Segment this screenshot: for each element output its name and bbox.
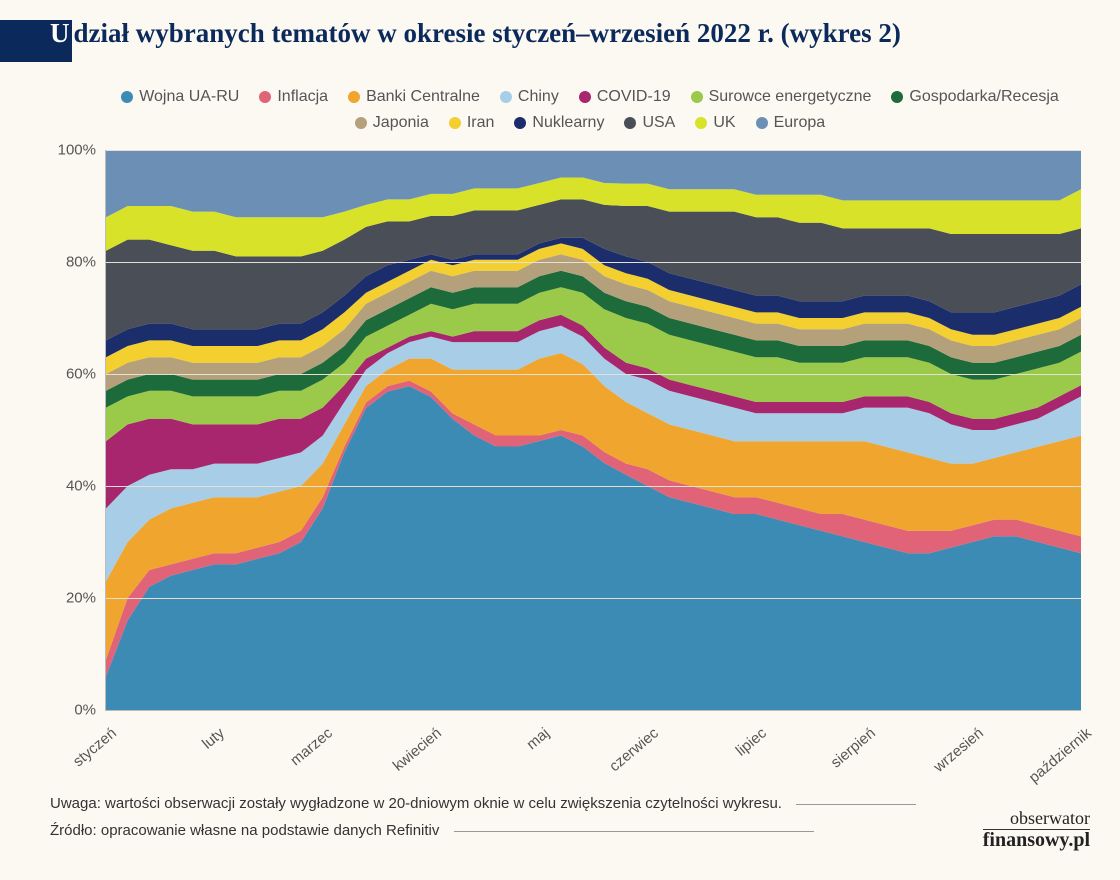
legend-item-nuklear: Nuklearny <box>514 114 604 132</box>
grid-line <box>106 150 1081 151</box>
y-axis-labels: 0%20%40%60%80%100% <box>50 150 102 710</box>
x-tick-label: sierpień <box>827 725 878 772</box>
legend-swatch <box>259 91 271 103</box>
legend-label: UK <box>713 114 735 132</box>
legend-label: Inflacja <box>277 88 328 106</box>
x-tick-label: kwiecień <box>389 725 444 775</box>
x-tick-label: październik <box>1026 725 1095 787</box>
grid-line <box>106 598 1081 599</box>
legend-swatch <box>695 117 707 129</box>
chart-area: 0%20%40%60%80%100% styczeńlutymarzeckwie… <box>50 150 1080 710</box>
legend-swatch <box>348 91 360 103</box>
title-first-letter: U <box>50 18 74 48</box>
legend-swatch <box>624 117 636 129</box>
footnote-2: Źródło: opracowanie własne na podstawie … <box>50 817 916 844</box>
legend-label: Wojna UA-RU <box>139 88 239 106</box>
legend-label: USA <box>642 114 675 132</box>
title-rest: dział wybranych tematów w okresie stycze… <box>74 18 901 48</box>
grid-line <box>106 262 1081 263</box>
x-tick-label: wrzesień <box>930 725 986 776</box>
legend-label: Europa <box>774 114 826 132</box>
legend-item-europa: Europa <box>756 114 826 132</box>
y-tick-label: 60% <box>66 366 96 383</box>
legend-item-usa: USA <box>624 114 675 132</box>
legend-item-japonia: Japonia <box>355 114 429 132</box>
x-tick-label: styczeń <box>70 725 120 771</box>
legend-label: Banki Centralne <box>366 88 480 106</box>
legend-label: Nuklearny <box>532 114 604 132</box>
y-tick-label: 40% <box>66 478 96 495</box>
page-root: Udział wybranych tematów w okresie stycz… <box>0 0 1120 880</box>
footnotes: Uwaga: wartości obserwacji zostały wygła… <box>50 790 916 844</box>
legend-item-covid: COVID-19 <box>579 88 671 106</box>
legend-item-chiny: Chiny <box>500 88 559 106</box>
legend-item-recesja: Gospodarka/Recesja <box>891 88 1058 106</box>
legend-label: Japonia <box>373 114 429 132</box>
footnote-1: Uwaga: wartości obserwacji zostały wygła… <box>50 790 916 817</box>
legend-swatch <box>691 91 703 103</box>
legend-label: COVID-19 <box>597 88 671 106</box>
footnote-2-text: Źródło: opracowanie własne na podstawie … <box>50 822 439 839</box>
y-tick-label: 0% <box>74 702 96 719</box>
grid-line <box>106 486 1081 487</box>
grid-line <box>106 374 1081 375</box>
x-tick-label: maj <box>523 725 552 754</box>
legend-item-wojna: Wojna UA-RU <box>121 88 239 106</box>
footnote-rule-2 <box>454 831 814 832</box>
legend-swatch <box>500 91 512 103</box>
footnote-rule-1 <box>796 804 916 805</box>
plot-region <box>105 150 1081 711</box>
legend-swatch <box>121 91 133 103</box>
legend-label: Chiny <box>518 88 559 106</box>
legend-swatch <box>891 91 903 103</box>
legend-label: Surowce energetyczne <box>709 88 872 106</box>
brand-line1: obserwator <box>983 809 1090 830</box>
legend-label: Iran <box>467 114 495 132</box>
y-tick-label: 80% <box>66 254 96 271</box>
legend-item-surowce: Surowce energetyczne <box>691 88 872 106</box>
footnote-1-text: Uwaga: wartości obserwacji zostały wygła… <box>50 795 782 812</box>
x-tick-label: lipiec <box>733 725 770 760</box>
y-tick-label: 100% <box>58 142 96 159</box>
legend-swatch <box>579 91 591 103</box>
y-tick-label: 20% <box>66 590 96 607</box>
x-tick-label: marzec <box>288 725 337 770</box>
x-tick-label: luty <box>199 725 228 753</box>
legend-item-inflacja: Inflacja <box>259 88 328 106</box>
stacked-area-svg <box>106 150 1081 710</box>
legend-swatch <box>756 117 768 129</box>
legend-item-iran: Iran <box>449 114 495 132</box>
legend-label: Gospodarka/Recesja <box>909 88 1058 106</box>
legend: Wojna UA-RU Inflacja Banki Centralne Chiny C… <box>100 88 1080 132</box>
legend-item-banki: Banki Centralne <box>348 88 480 106</box>
legend-swatch <box>514 117 526 129</box>
chart-title: Udział wybranych tematów w okresie stycz… <box>50 18 901 49</box>
legend-swatch <box>355 117 367 129</box>
legend-item-uk: UK <box>695 114 735 132</box>
x-axis-labels: styczeńlutymarzeckwiecieńmajczerwieclipi… <box>105 710 1080 790</box>
brand-line2: finansowy.pl <box>983 830 1090 850</box>
brand-logo: obserwator finansowy.pl <box>983 809 1090 850</box>
legend-swatch <box>449 117 461 129</box>
x-tick-label: czerwiec <box>606 725 662 776</box>
